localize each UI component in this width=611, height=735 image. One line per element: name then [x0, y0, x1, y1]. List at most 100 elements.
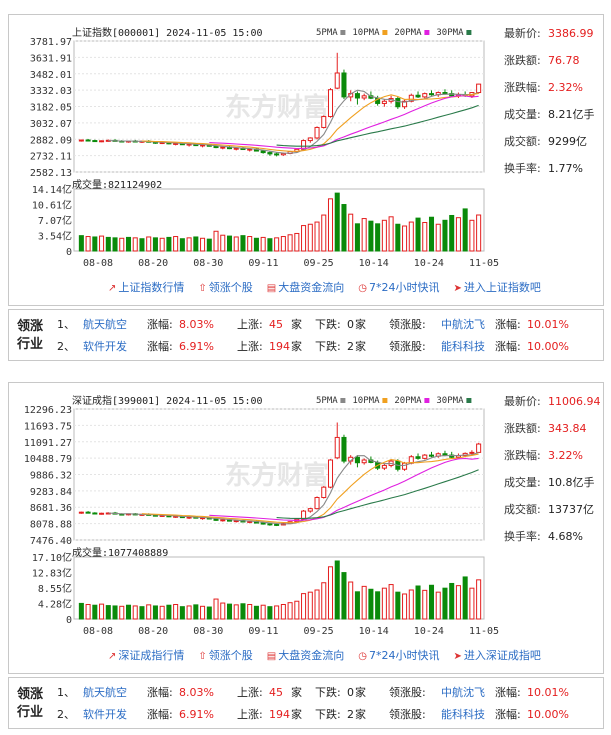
link-icon: ◷ — [358, 283, 367, 294]
link-2[interactable]: ▤ 大盘资金流向 — [267, 649, 344, 662]
lead-stock[interactable]: 中航沈飞 — [441, 686, 485, 699]
link-4[interactable]: ➤ 进入深证成指吧 — [453, 649, 540, 662]
link-label: 深证成指行情 — [118, 649, 185, 662]
shenzhen-kline-chart[interactable]: 东方财富 12296.23 11693.75 11091.27 10488.79 9886… — [0, 368, 611, 668]
volume-bar — [200, 237, 206, 252]
volume-bar — [99, 603, 105, 620]
lead-name[interactable]: 航天航空 — [83, 318, 127, 331]
price-tick-label: 3332.03 — [30, 86, 72, 97]
link-bar: ↗ 深证成指行情 ⇧ 领涨个股 ▤ 大盘资金流向 ◷ 7*24小时快讯 ➤ 进入深证成指吧 — [108, 647, 555, 662]
volume-bar — [240, 235, 246, 252]
volume-bar — [78, 602, 84, 620]
volume-bar — [132, 237, 138, 252]
link-3[interactable]: ◷ 7*24小时快讯 — [358, 649, 439, 662]
stat-row: 成交量: 8.21亿手 — [504, 107, 611, 123]
volume-bar — [307, 591, 313, 620]
lead-name[interactable]: 航天航空 — [83, 686, 127, 699]
link-1[interactable]: ⇧ 领涨个股 — [198, 281, 252, 294]
volume-bar — [186, 237, 192, 252]
stat-row: 换手率: 1.77% — [504, 161, 611, 177]
volume-bar — [462, 576, 468, 620]
candle-body — [220, 519, 226, 522]
shanghai-kline-chart[interactable]: 东方财富 3781.97 3631.91 3482.01 3332.03 3182.05 3… — [0, 0, 611, 300]
date-tick-label: 10-24 — [414, 626, 444, 637]
volume-bar — [240, 603, 246, 620]
volume-bar — [469, 219, 475, 252]
volume-bar — [105, 605, 111, 620]
lead-chg-label: 涨幅: — [147, 708, 173, 721]
price-tick-label: 9886.32 — [30, 470, 72, 481]
lead-up: 45 — [269, 318, 283, 331]
volume-bar — [152, 605, 158, 620]
candle-body — [428, 93, 435, 96]
ma-legend-swatch — [340, 398, 346, 403]
link-0[interactable]: ↗ 深证成指行情 — [108, 649, 184, 662]
stat-value: 76.78 — [548, 54, 580, 67]
volume-bar — [260, 604, 266, 620]
lead-chg: 8.03% — [179, 318, 214, 331]
lead-down-label: 下跌: — [315, 340, 341, 353]
candle-body — [321, 116, 327, 128]
stat-label: 涨跌幅: — [504, 449, 541, 462]
link-4[interactable]: ➤ 进入上证指数吧 — [453, 281, 540, 294]
date-tick-label: 09-25 — [304, 258, 334, 269]
volume-bar — [294, 232, 300, 252]
link-3[interactable]: ◷ 7*24小时快讯 — [358, 281, 439, 294]
volume-bar — [267, 606, 273, 620]
price-tick-label: 3482.01 — [30, 70, 72, 81]
volume-bar — [314, 589, 320, 620]
lead-idx: 2、 — [57, 708, 75, 721]
volume-bar — [301, 593, 307, 620]
ma5-line — [108, 451, 479, 525]
lead-chg-label: 涨幅: — [147, 340, 173, 353]
volume-bar — [280, 603, 286, 620]
date-tick-label: 10-14 — [359, 626, 389, 637]
candle-body — [354, 456, 360, 464]
volume-bar — [173, 603, 179, 620]
candle-body — [274, 153, 280, 156]
lead-down-label: 下跌: — [315, 708, 341, 721]
link-2[interactable]: ▤ 大盘资金流向 — [267, 281, 344, 294]
stat-value: 343.84 — [548, 422, 587, 435]
ma-legend-swatch — [340, 30, 346, 35]
volume-tick-label: 4.28亿 — [38, 598, 72, 611]
volume-bar — [321, 214, 327, 252]
stat-value: 2.32% — [548, 81, 583, 94]
lead-stock-label: 领涨股: — [389, 340, 426, 353]
lead-row: 2、 软件开发 涨幅: 6.91% 上涨: 194 家下跌: 2 家领涨股: 能科科技 涨幅: 10.… — [9, 706, 599, 724]
lead-name[interactable]: 软件开发 — [83, 708, 127, 721]
volume-bar — [78, 235, 84, 252]
lead-unit2: 家 — [355, 340, 366, 353]
candle-body — [334, 436, 340, 459]
stat-row: 涨跌幅: 2.32% — [504, 80, 611, 96]
stat-value: 9299亿 — [548, 135, 587, 148]
link-icon: ▤ — [266, 651, 277, 662]
lead-up-label: 上涨: — [237, 708, 263, 721]
candle-body — [314, 497, 320, 510]
lead-chg-label: 涨幅: — [147, 686, 173, 699]
lead-stock[interactable]: 能科科技 — [441, 708, 485, 721]
date-tick-label: 08-30 — [193, 258, 223, 269]
volume-bar — [307, 223, 313, 252]
volume-bar — [274, 237, 280, 252]
volume-bar — [428, 584, 435, 620]
candle-body — [415, 456, 421, 459]
price-tick-label: 8078.88 — [30, 520, 72, 531]
lead-stock[interactable]: 能科科技 — [441, 340, 485, 353]
lead-down: 0 — [347, 686, 354, 699]
stat-row: 涨跌幅: 3.22% — [504, 448, 611, 464]
lead-name[interactable]: 软件开发 — [83, 340, 127, 353]
volume-bar — [301, 225, 307, 252]
volume-bar — [220, 602, 226, 620]
volume-bar — [200, 605, 206, 620]
ma30-line — [276, 104, 479, 147]
stat-row: 涨跌额: 76.78 — [504, 53, 611, 69]
candle-body — [213, 518, 219, 521]
volume-bar — [206, 606, 212, 620]
volume-tick-label: 0 — [66, 247, 72, 258]
candle-body — [267, 523, 273, 526]
candle-body — [361, 459, 367, 464]
link-1[interactable]: ⇧ 领涨个股 — [198, 649, 252, 662]
lead-stock[interactable]: 中航沈飞 — [441, 318, 485, 331]
link-0[interactable]: ↗ 上证指数行情 — [108, 281, 184, 294]
